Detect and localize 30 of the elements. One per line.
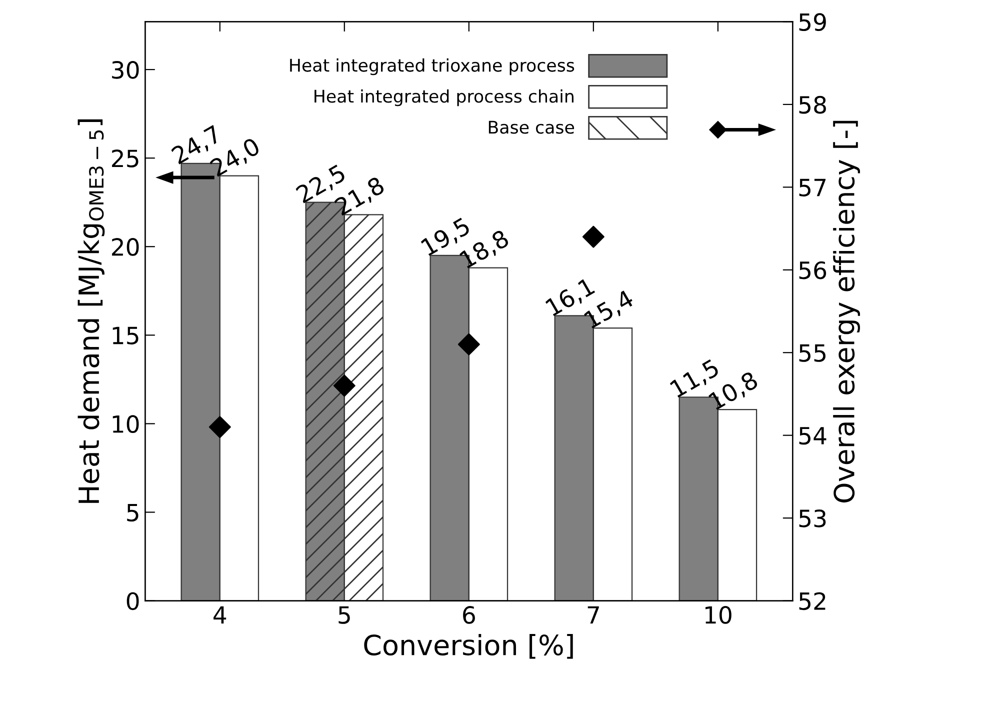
x-tick-label: 5 xyxy=(338,606,350,624)
point xyxy=(333,374,356,397)
y-tick-label: 5 xyxy=(127,504,138,522)
y-tick-label: 10 xyxy=(112,415,139,433)
x-tick-label: 10 xyxy=(706,606,732,624)
point xyxy=(208,416,231,438)
y2-tick-label: 59 xyxy=(799,13,826,32)
point xyxy=(458,333,480,356)
legend-label: Heat integrated process chain xyxy=(314,89,574,106)
annotation: Base case xyxy=(488,120,574,134)
y2-axis-title: Overall exergy efficiency [-] xyxy=(833,120,860,502)
y2-tick-label: 58 xyxy=(799,96,826,114)
y-axis-title: Heat demand [MJ/kg$_{OME3−5}$] xyxy=(78,119,105,503)
y-tick-label: 15 xyxy=(112,326,138,344)
legend-label: Heat integrated trioxane process xyxy=(290,58,574,76)
y2-tick-label: 57 xyxy=(799,178,826,196)
x-axis-title: Conversion [%] xyxy=(364,634,573,659)
x-tick-label: 6 xyxy=(463,606,475,624)
y2-tick-label: 52 xyxy=(799,592,826,610)
x-tick-label: 4 xyxy=(214,606,226,624)
y2-tick-label: 54 xyxy=(799,427,826,445)
y-tick-label: 30 xyxy=(112,60,139,79)
y-tick-label: 20 xyxy=(112,238,139,256)
y2-tick-label: 55 xyxy=(799,344,826,362)
y-tick-label: 25 xyxy=(112,150,138,168)
y2-tick-label: 53 xyxy=(799,509,826,528)
y2-tick-label: 56 xyxy=(799,261,826,280)
point xyxy=(582,226,604,248)
x-tick-label: 7 xyxy=(588,606,599,624)
y-tick-label: 0 xyxy=(126,592,139,610)
